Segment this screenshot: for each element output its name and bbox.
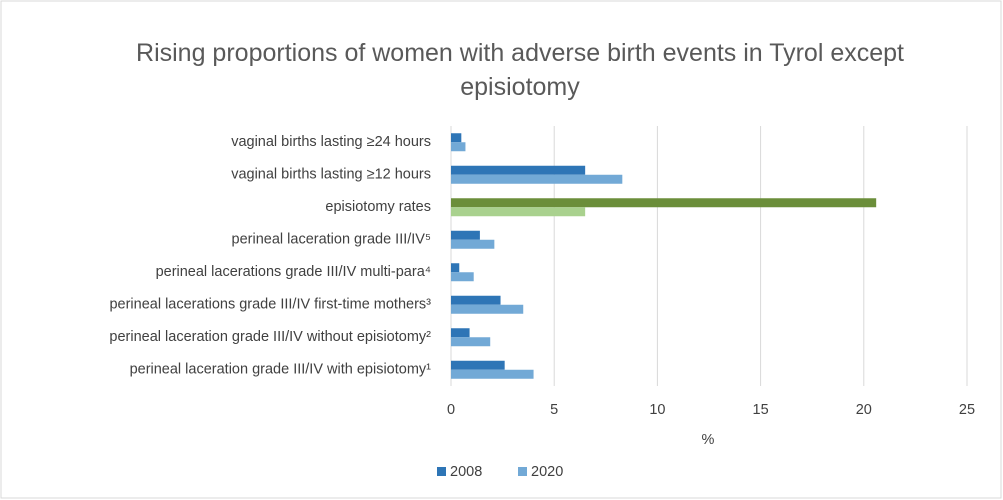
y-tick-label: perineal lacerations grade III/IV multi-… (156, 264, 431, 280)
bar (451, 337, 491, 347)
y-tick-label: vaginal births lasting ≥12 hours (231, 167, 431, 183)
bar (451, 174, 623, 184)
bar (451, 207, 586, 217)
bar (451, 263, 460, 273)
y-tick-label: perineal laceration grade III/IV without… (109, 329, 431, 345)
bar (451, 360, 505, 370)
bar (451, 142, 466, 152)
y-tick-label: perineal lacerations grade III/IV first-… (109, 297, 431, 313)
y-tick-label: vaginal births lasting ≥24 hours (231, 134, 431, 150)
bar (451, 239, 495, 249)
legend-label: 2008 (450, 464, 482, 480)
legend-swatch (437, 467, 446, 476)
bar (451, 304, 524, 314)
bar (451, 198, 877, 208)
bar (451, 328, 470, 338)
x-axis-label: % (702, 432, 715, 448)
x-tick-label: 20 (856, 402, 872, 418)
bar (451, 230, 480, 240)
y-tick-label: perineal laceration grade III/IV⁵ (232, 232, 431, 248)
y-tick-label: perineal laceration grade III/IV with ep… (130, 362, 432, 378)
y-tick-label: episiotomy rates (325, 199, 431, 215)
x-tick-label: 0 (447, 402, 455, 418)
x-tick-label: 5 (550, 402, 558, 418)
legend-label: 2020 (531, 464, 563, 480)
legend-swatch (518, 467, 527, 476)
chart-title: Rising proportions of women with adverse… (136, 39, 904, 101)
bar (451, 369, 534, 379)
x-tick-label: 10 (649, 402, 665, 418)
bar (451, 295, 501, 305)
bar (451, 133, 462, 143)
x-tick-label: 15 (753, 402, 769, 418)
bar (451, 165, 586, 175)
x-tick-label: 25 (959, 402, 975, 418)
bar (451, 272, 474, 282)
